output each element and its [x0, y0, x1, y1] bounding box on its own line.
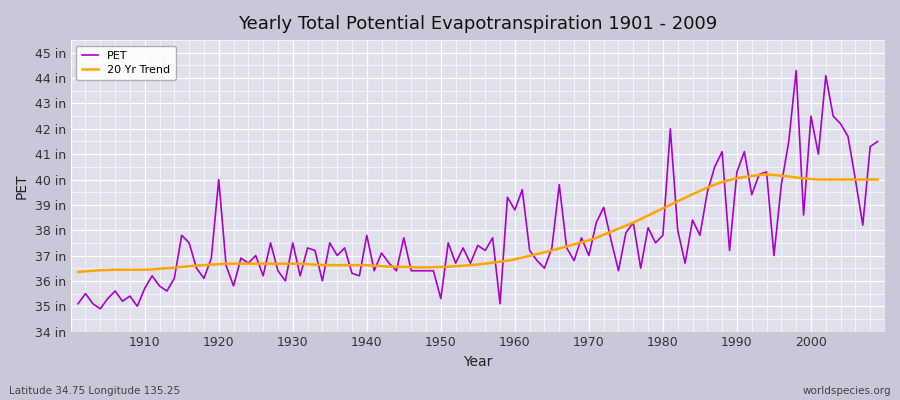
Text: worldspecies.org: worldspecies.org — [803, 386, 891, 396]
20 Yr Trend — [295, 261, 306, 266]
20 Yr Trend — [761, 172, 772, 177]
PET — [94, 306, 105, 311]
20 Yr Trend — [339, 263, 350, 268]
20 Yr Trend — [509, 257, 520, 262]
Y-axis label: PET: PET — [15, 173, 29, 199]
PET — [791, 68, 802, 73]
PET — [872, 139, 883, 144]
PET — [302, 246, 313, 250]
PET — [509, 208, 520, 212]
PET — [517, 187, 527, 192]
PET — [606, 238, 616, 243]
Line: 20 Yr Trend: 20 Yr Trend — [78, 174, 878, 272]
Line: PET: PET — [78, 70, 878, 309]
20 Yr Trend — [132, 267, 143, 272]
Text: Latitude 34.75 Longitude 135.25: Latitude 34.75 Longitude 135.25 — [9, 386, 180, 396]
X-axis label: Year: Year — [464, 355, 492, 369]
20 Yr Trend — [502, 258, 513, 263]
20 Yr Trend — [598, 232, 609, 237]
20 Yr Trend — [872, 177, 883, 182]
Title: Yearly Total Potential Evapotranspiration 1901 - 2009: Yearly Total Potential Evapotranspiratio… — [238, 15, 717, 33]
Legend: PET, 20 Yr Trend: PET, 20 Yr Trend — [76, 46, 176, 80]
PET — [73, 301, 84, 306]
PET — [346, 271, 357, 276]
20 Yr Trend — [73, 270, 84, 274]
PET — [140, 286, 150, 291]
